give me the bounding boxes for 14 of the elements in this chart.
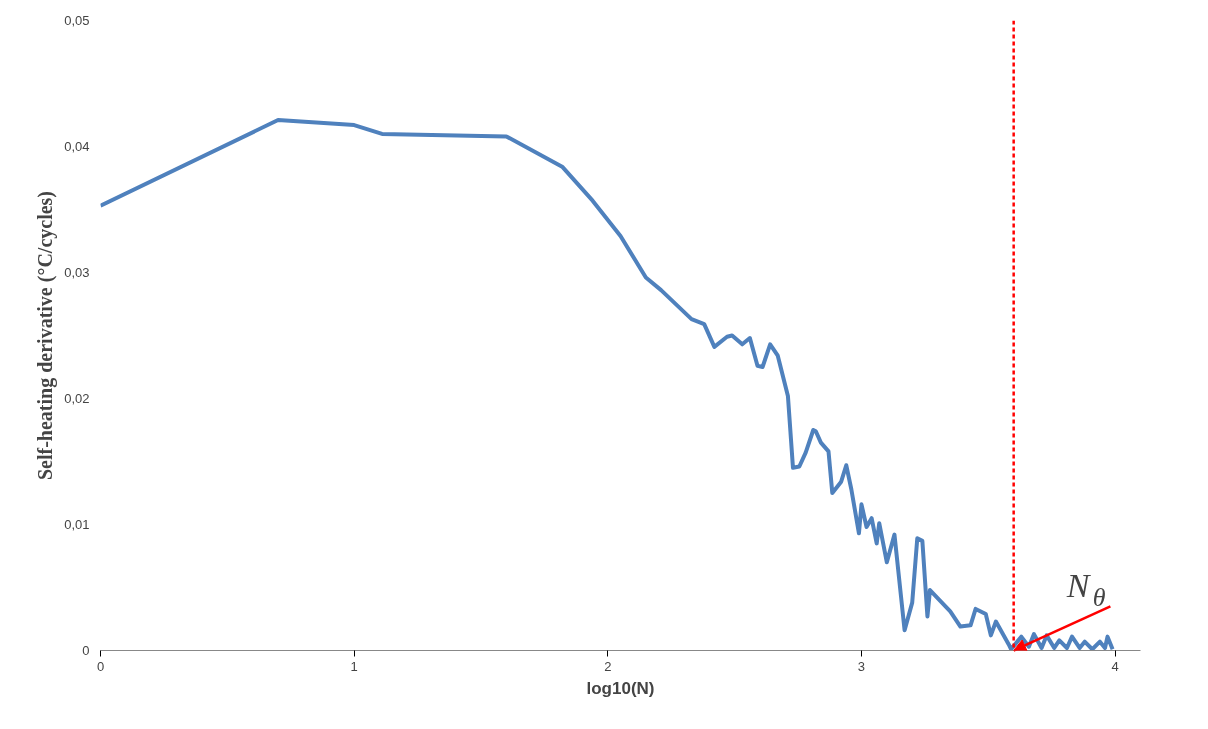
y-axis-title: Self-heating derivative (°C/cycles) bbox=[34, 190, 58, 481]
x-tick-label: 3 bbox=[857, 658, 866, 674]
x-tick-label: 1 bbox=[350, 658, 358, 674]
y-tick-label: 0,02 bbox=[64, 391, 90, 406]
line-series bbox=[100, 118, 1115, 651]
x-tick-label: 4 bbox=[1111, 658, 1119, 674]
y-tick-label: 0,03 bbox=[64, 265, 90, 280]
x-tick-label: 2 bbox=[604, 658, 612, 674]
y-tick-label: 0,05 bbox=[64, 13, 90, 28]
y-tick-label: 0 bbox=[82, 643, 90, 658]
y-tick-label: 0,04 bbox=[64, 139, 90, 154]
x-axis-title: log10(N) bbox=[586, 678, 655, 698]
y-tick-label: 0,01 bbox=[64, 517, 90, 532]
x-tick-label: 0 bbox=[96, 658, 105, 674]
